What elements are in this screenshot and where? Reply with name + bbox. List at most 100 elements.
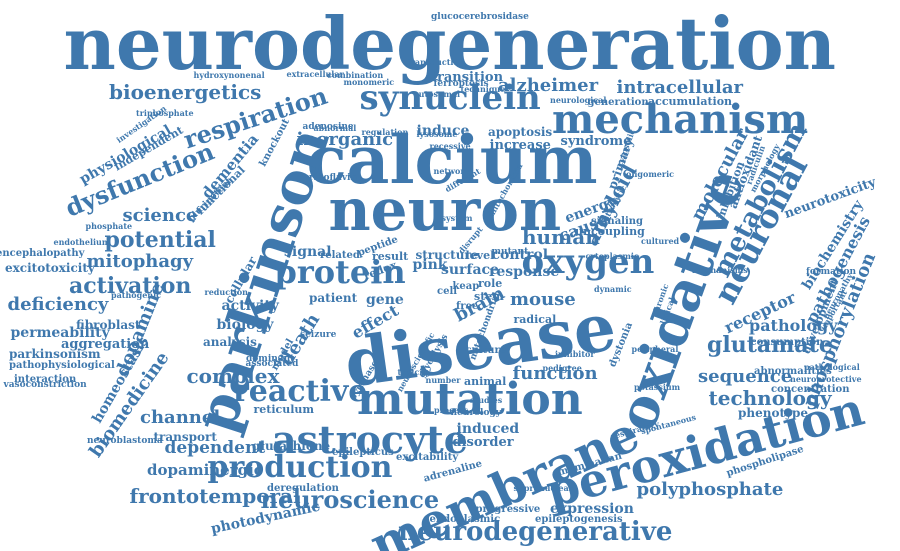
cloud-word: dominant: [246, 353, 295, 364]
cloud-word: patient: [309, 291, 358, 305]
cloud-word: response: [489, 264, 560, 280]
cloud-word: pathology: [749, 316, 838, 335]
cloud-word: deficiency: [7, 294, 109, 315]
cloud-word: combination: [327, 70, 384, 80]
cloud-word: gene: [366, 292, 404, 308]
cloud-word: system: [441, 213, 473, 223]
cloud-word: pedigree: [542, 363, 582, 373]
cloud-word: activation: [69, 273, 192, 299]
cloud-word: deregulation: [267, 483, 339, 494]
cloud-word: protein: [274, 253, 406, 291]
cloud-word: extracellular: [286, 69, 344, 79]
cloud-word: biology: [216, 317, 274, 333]
cloud-word: autosomal: [413, 89, 461, 99]
cloud-word: accumulation: [648, 94, 733, 108]
cloud-word: astrocyte: [272, 417, 468, 462]
cloud-word: fibroblast: [76, 318, 141, 332]
cloud-word: reduction: [204, 287, 248, 297]
cloud-word: peripheral: [631, 344, 679, 354]
cloud-word: calcium: [306, 121, 598, 199]
cloud-word: epileptogenesis: [535, 514, 623, 525]
cloud-word: mouse: [510, 289, 576, 310]
cloud-word: dependent: [164, 437, 266, 458]
cloud-word: inorganic: [296, 129, 394, 150]
cloud-word: structure: [415, 248, 479, 262]
cloud-word: parkinsonism: [9, 347, 101, 361]
cloud-word: endothelium: [53, 237, 111, 247]
cloud-word: generation: [587, 97, 649, 108]
cloud-word: neuron: [328, 176, 562, 244]
cloud-word: encephalopathy: [0, 248, 85, 259]
cloud-word: syndrome: [560, 133, 632, 149]
cloud-word: technology: [708, 386, 832, 410]
cloud-word: bioenergetics: [109, 80, 262, 104]
cloud-word: ferroptosis: [433, 78, 489, 89]
cloud-word: production: [207, 450, 393, 485]
cloud-word: pathological: [804, 362, 860, 372]
cloud-word: pathophysiological: [9, 360, 115, 371]
cloud-word: abnormal: [313, 123, 357, 133]
cloud-word: human: [522, 225, 600, 249]
cloud-word: reactive: [233, 374, 368, 409]
cloud-word: toxicity: [397, 367, 431, 377]
cloud-word: synuclein: [359, 78, 541, 118]
cloud-word: excitability: [396, 452, 459, 463]
cloud-word: neurology: [450, 407, 502, 418]
cloud-word: cytoplasmic: [585, 251, 639, 261]
cloud-word: hydroxynonenal: [193, 70, 265, 80]
cloud-word: vasoconstriction: [3, 379, 87, 390]
cloud-word: analysis: [203, 335, 257, 349]
cloud-word: mitophagy: [86, 251, 194, 272]
cloud-word: supranuclear: [513, 483, 573, 493]
cloud-word: dynamic: [594, 284, 632, 294]
cloud-word: function: [512, 363, 598, 384]
cloud-word: transition: [431, 69, 504, 85]
cloud-word: level: [465, 248, 495, 262]
cloud-word: glutathione: [252, 439, 331, 453]
cloud-word: uncoupling: [575, 224, 645, 238]
cloud-word: result: [372, 249, 409, 263]
cloud-word: induced: [456, 421, 520, 437]
cloud-word: signaling: [591, 216, 644, 227]
cloud-word: cell: [437, 286, 458, 297]
cloud-word: studies: [470, 395, 503, 405]
cloud-word: mechanism: [552, 96, 809, 143]
cloud-word: mechanisms: [692, 265, 748, 275]
cloud-word: phenotype: [738, 406, 809, 420]
cloud-word: keap: [452, 281, 480, 292]
cloud-word: glucocerebrosidase: [431, 11, 529, 22]
cloud-word: interaction: [14, 374, 77, 385]
cloud-word: lysosome: [416, 129, 458, 139]
cloud-word: polyphosphate: [636, 479, 784, 500]
cloud-word: neurological: [550, 95, 607, 105]
cloud-word: transport: [153, 430, 217, 444]
cloud-word: reticulum: [253, 402, 315, 416]
cloud-word: endoplasmic: [429, 514, 501, 525]
cloud-word: disorder: [452, 434, 514, 450]
cloud-word: recessive: [429, 141, 471, 151]
cloud-word: technique: [460, 84, 506, 94]
cloud-word: pink: [412, 257, 448, 273]
cloud-word: pathogenic: [111, 290, 162, 300]
cloud-word: neuroblastoma: [87, 435, 163, 446]
cloud-word: free: [456, 301, 479, 312]
cloud-word: network: [433, 166, 471, 176]
cloud-word: signal: [284, 244, 332, 260]
cloud-word: induce: [416, 123, 470, 139]
cloud-word: expression: [550, 501, 634, 517]
cloud-word: epilepticus: [332, 447, 394, 458]
cloud-word: triphosphate: [136, 108, 194, 118]
cloud-word: process: [434, 405, 469, 415]
cloud-word: glutamate: [707, 332, 833, 358]
cloud-word: stem: [474, 289, 504, 303]
cloud-word: consumption: [750, 337, 824, 348]
cloud-word: potential: [104, 227, 216, 253]
cloud-word: inhibitor: [555, 349, 595, 359]
cloud-word: channel: [140, 407, 221, 428]
cloud-word: permeability: [10, 325, 110, 341]
cloud-word: potassium: [634, 382, 681, 392]
cloud-word: radical: [513, 312, 557, 326]
cloud-word: complex: [186, 364, 280, 388]
cloud-word: dopaminergic: [147, 460, 263, 479]
